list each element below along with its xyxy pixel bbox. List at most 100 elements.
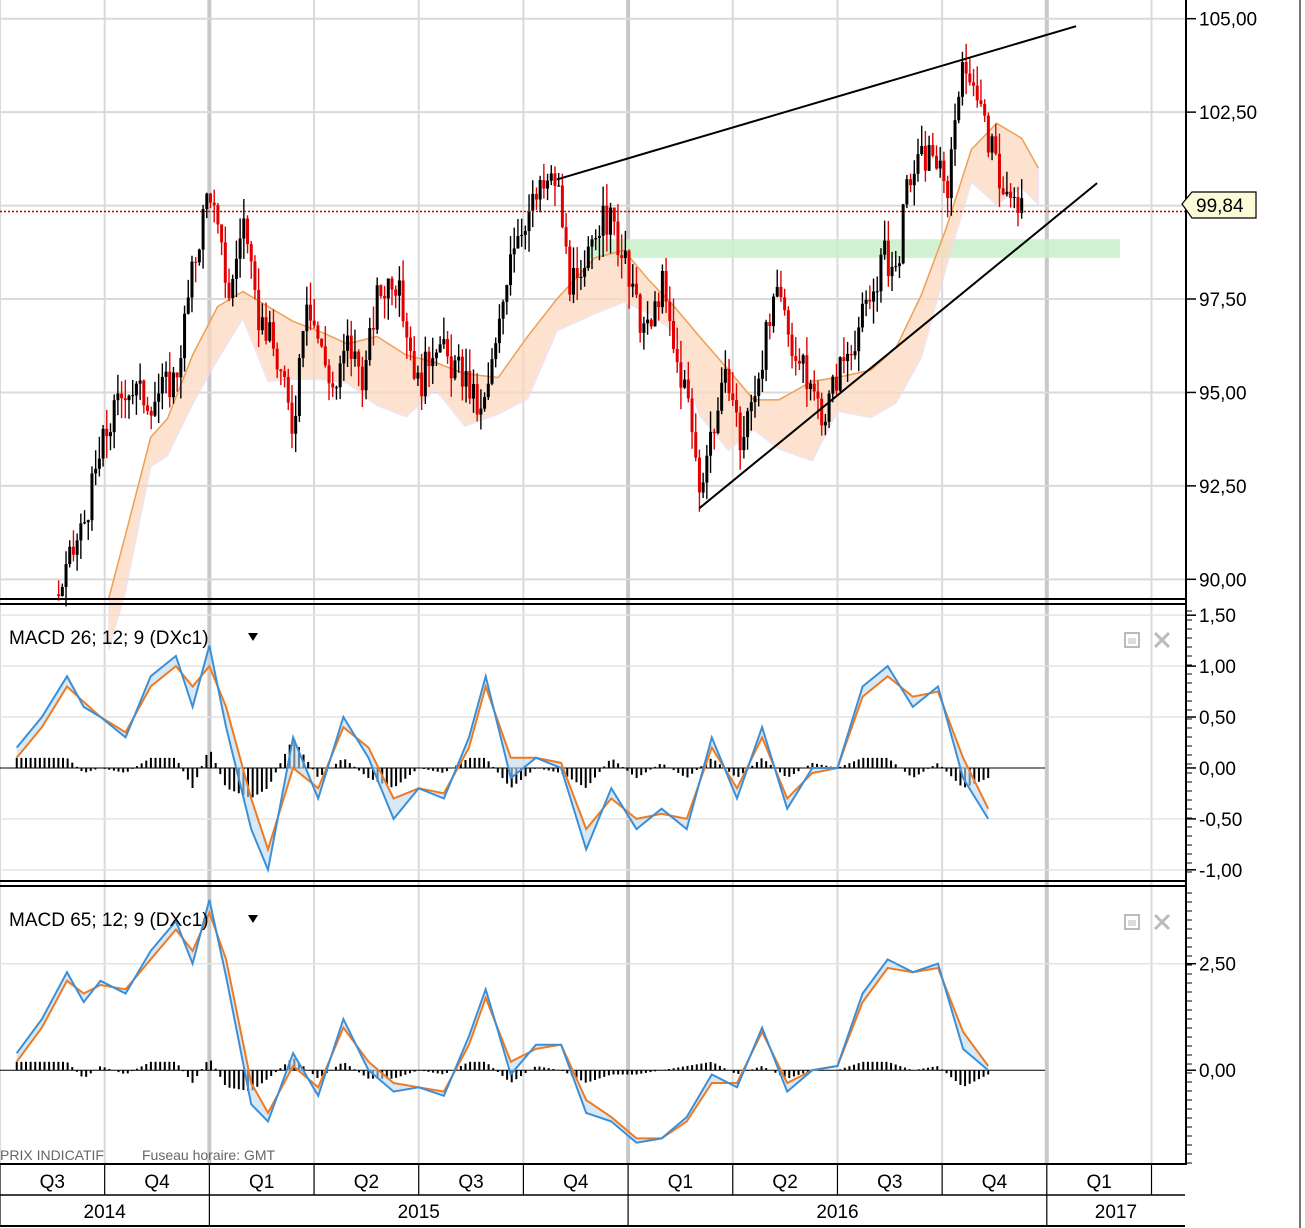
candle-body	[349, 335, 353, 359]
candle-body	[286, 376, 290, 403]
candle-body	[353, 351, 357, 359]
candle-body	[986, 115, 990, 153]
candle-body	[927, 144, 931, 171]
panel-divider[interactable]	[0, 603, 1185, 605]
candle-body	[434, 352, 438, 359]
candle-body	[716, 410, 720, 434]
candle-body	[1001, 188, 1005, 195]
macd1-restore-icon[interactable]	[1124, 632, 1140, 648]
candle-body	[705, 455, 709, 483]
x-quarter-label: Q2	[772, 1172, 797, 1193]
candle-body	[990, 136, 994, 153]
candle-body	[301, 331, 305, 359]
x-year-label: 2015	[398, 1202, 440, 1223]
candle-body	[338, 363, 342, 388]
candle-body	[546, 180, 550, 189]
candle-body	[764, 321, 768, 370]
candle-body	[897, 263, 901, 267]
candle-body	[883, 240, 887, 255]
candle-body	[831, 376, 835, 394]
candle-body	[794, 356, 798, 361]
candle-body	[360, 366, 364, 391]
macd2-close-icon[interactable]	[1153, 913, 1171, 931]
x-quarter-label: Q2	[354, 1172, 379, 1193]
candle-body	[783, 297, 787, 311]
candle-body	[909, 179, 913, 186]
candle-body	[649, 319, 653, 327]
candle-body	[260, 317, 264, 331]
candle-body	[101, 428, 105, 459]
candle-body	[460, 356, 464, 387]
candle-body	[231, 278, 235, 299]
y-tick-label: 105,00	[1199, 10, 1257, 31]
candle-body	[279, 369, 283, 372]
candle-body	[175, 372, 179, 378]
candle-body	[142, 380, 146, 406]
macd1-title: MACD 26; 12; 9 (DXc1)	[9, 628, 209, 649]
y-tick-label: 2,50	[1199, 955, 1236, 976]
panel-divider[interactable]	[0, 598, 1185, 600]
last-price-label: 99,84	[1181, 191, 1257, 219]
candle-body	[597, 235, 601, 238]
candle-body	[146, 405, 150, 411]
panel-divider[interactable]	[0, 880, 1185, 882]
candle-body	[316, 325, 320, 339]
last-price-flag	[1181, 191, 1257, 219]
x-year-label: 2017	[1095, 1202, 1137, 1223]
candle-body	[631, 283, 635, 287]
candle-body	[149, 410, 153, 416]
candle-body	[264, 317, 268, 341]
panel-divider[interactable]	[0, 885, 1185, 887]
y-macd2-ticks: 2,50 0,00	[1186, 892, 1236, 1164]
candle-body	[212, 202, 216, 206]
candle-body	[171, 372, 175, 398]
candle-body	[616, 221, 620, 256]
macd2-dropdown-icon[interactable]	[248, 915, 258, 923]
candle-body	[201, 208, 205, 250]
candle-body	[620, 255, 624, 259]
candle-body	[390, 278, 394, 290]
macd2-panel: MACD 65; 12; 9 (DXc1)	[0, 899, 1171, 1144]
candle-body	[1020, 198, 1024, 213]
x-quarter-label: Q3	[877, 1172, 902, 1193]
candle-body	[601, 205, 605, 236]
candle-body	[127, 395, 131, 401]
candle-body	[320, 338, 324, 347]
candle-body	[238, 238, 242, 259]
candle-body	[471, 384, 475, 399]
y-tick-label: 1,50	[1199, 606, 1236, 627]
candle-body	[412, 351, 416, 379]
candle-body	[60, 587, 64, 597]
candle-body	[97, 458, 101, 469]
macd1-dropdown-icon[interactable]	[248, 633, 258, 641]
candle-body	[594, 237, 598, 240]
candle-body	[623, 250, 627, 259]
candle-body	[690, 398, 694, 433]
candle-body	[246, 218, 250, 245]
timezone-text: Fuseau horaire: GMT	[142, 1147, 275, 1163]
candle-body	[364, 360, 368, 391]
candle-body	[208, 193, 212, 203]
x-quarter-label: Q3	[40, 1172, 65, 1193]
macd2-restore-icon[interactable]	[1124, 914, 1140, 930]
macd1-close-icon[interactable]	[1153, 631, 1171, 649]
candle-body	[275, 348, 279, 370]
candle-body	[205, 193, 209, 209]
candle-body	[779, 286, 783, 298]
candle-body	[220, 224, 224, 243]
candle-body	[1012, 196, 1016, 198]
x-quarter-label: Q1	[668, 1172, 693, 1193]
candle-body	[860, 303, 864, 328]
x-year-labels: 2014 2015 2016 2017	[0, 1195, 1137, 1226]
candle-body	[183, 313, 187, 359]
candle-body	[483, 397, 487, 409]
candle-body	[442, 339, 446, 345]
candle-body	[64, 564, 68, 588]
candle-body	[131, 395, 135, 397]
x-quarter-label: Q4	[144, 1172, 170, 1193]
candle-body	[490, 359, 494, 384]
y-tick-label: 95,00	[1199, 383, 1247, 404]
candle-body	[83, 522, 87, 524]
candle-body	[549, 173, 553, 181]
candle-body	[71, 546, 75, 555]
